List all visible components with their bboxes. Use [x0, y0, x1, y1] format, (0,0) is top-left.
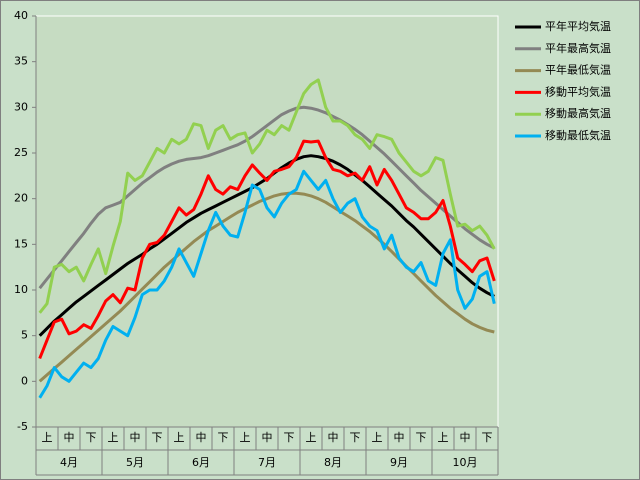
x-tick-label: 中 [328, 431, 339, 444]
y-tick-label: 20 [14, 192, 28, 205]
y-tick-label: 30 [14, 100, 28, 113]
legend-label: 移動平均気温 [545, 84, 611, 98]
series-line [38, 105, 495, 290]
legend-label: 移動最低気温 [545, 128, 611, 142]
x-tick-label: 上 [372, 431, 383, 444]
x-tick-label: 中 [64, 431, 75, 444]
x-tick-label: 中 [262, 431, 273, 444]
y-tick-label: -5 [17, 420, 28, 433]
y-tick-label: 15 [14, 237, 28, 250]
plot-area [35, 15, 499, 428]
y-tick-label: 35 [14, 55, 28, 68]
y-tick-label: 40 [14, 9, 28, 22]
y-tick-label: 25 [14, 146, 28, 159]
x-tick-label: 上 [174, 431, 185, 444]
x-tick-label: 中 [130, 431, 141, 444]
y-tick-label: 5 [21, 329, 28, 342]
x-tick-label: 上 [240, 431, 251, 444]
series-line [38, 139, 496, 360]
series-line [38, 78, 496, 314]
x-tick-label: 上 [108, 431, 119, 444]
x-tick-label: 下 [482, 431, 493, 444]
y-tick-label: 10 [14, 283, 28, 296]
legend-label: 平年最低気温 [545, 63, 611, 77]
x-tick-label: 上 [42, 431, 53, 444]
series-line [38, 191, 495, 383]
month-label: 5月 [126, 456, 144, 469]
month-label: 6月 [192, 456, 210, 469]
series-line [38, 169, 496, 399]
x-tick-label: 中 [460, 431, 471, 444]
month-label: 8月 [324, 456, 342, 469]
month-label: 9月 [390, 456, 408, 469]
legend-label: 平年平均気温 [545, 19, 611, 33]
y-tick-label: 0 [21, 374, 28, 387]
legend-label: 移動最高気温 [545, 106, 611, 120]
x-tick-label: 上 [438, 431, 449, 444]
x-tick-label: 下 [416, 431, 427, 444]
month-label: 4月 [60, 456, 78, 469]
x-tick-label: 下 [152, 431, 163, 444]
x-tick-label: 下 [218, 431, 229, 444]
legend-label: 平年最高気温 [545, 41, 611, 55]
x-tick-label: 中 [394, 431, 405, 444]
x-tick-label: 中 [196, 431, 207, 444]
x-tick-label: 下 [86, 431, 97, 444]
x-tick-label: 上 [306, 431, 317, 444]
x-tick-label: 下 [284, 431, 295, 444]
month-label: 7月 [258, 456, 276, 469]
month-label: 10月 [453, 456, 478, 469]
x-tick-label: 下 [350, 431, 361, 444]
